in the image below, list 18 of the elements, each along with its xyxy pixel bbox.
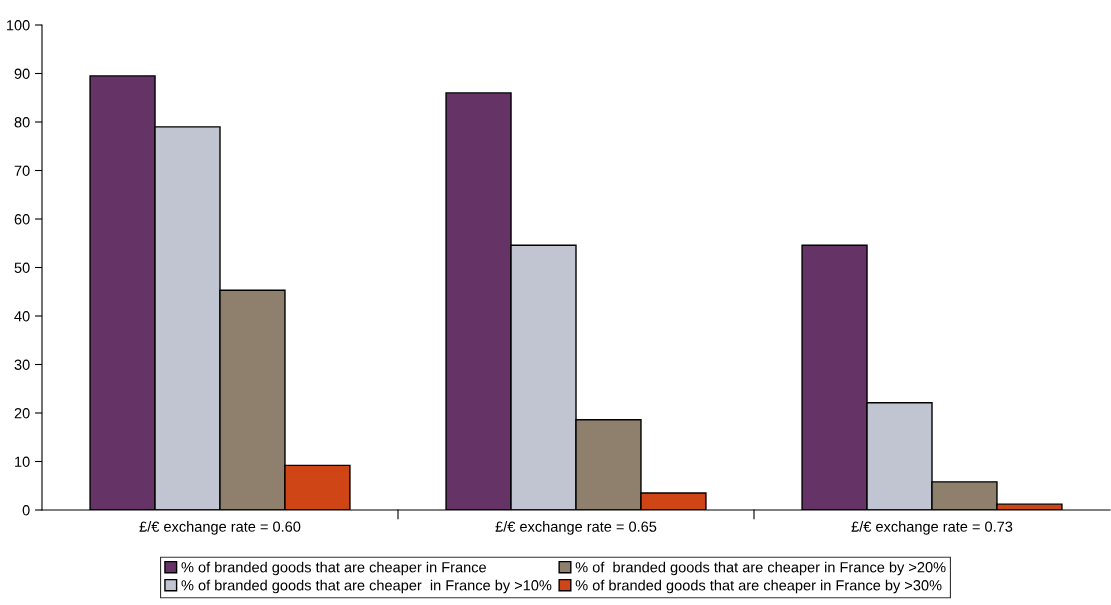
y-tick-label: 60 [14, 214, 30, 225]
y-tick-label: 50 [14, 262, 30, 273]
y-tick-label: 20 [14, 408, 30, 419]
legend-label: % of branded goods that are cheaper in France by >30% [575, 579, 942, 594]
y-tick-label: 30 [14, 359, 30, 370]
y-tick-label: 80 [14, 117, 30, 128]
x-tick-label: £/€ exchange rate = 0.65 [495, 521, 657, 535]
y-tick-label: 0 [22, 505, 30, 516]
y-tick-label: 90 [14, 68, 30, 79]
y-tick-label: 100 [6, 20, 30, 31]
y-tick-label: 70 [14, 165, 30, 176]
y-tick-label: 10 [15, 456, 30, 467]
x-tick-label: £/€ exchange rate = 0.73 [851, 521, 1013, 535]
y-tick-label: 40 [14, 311, 30, 322]
legend-label: % of branded goods that are cheaper in France by >10% [181, 579, 552, 594]
legend-label: % of branded goods that are cheaper in France [181, 561, 486, 576]
x-tick-label: £/€ exchange rate = 0.60 [139, 521, 301, 535]
legend-label: % of branded goods that are cheaper in France by >20% [575, 561, 946, 576]
